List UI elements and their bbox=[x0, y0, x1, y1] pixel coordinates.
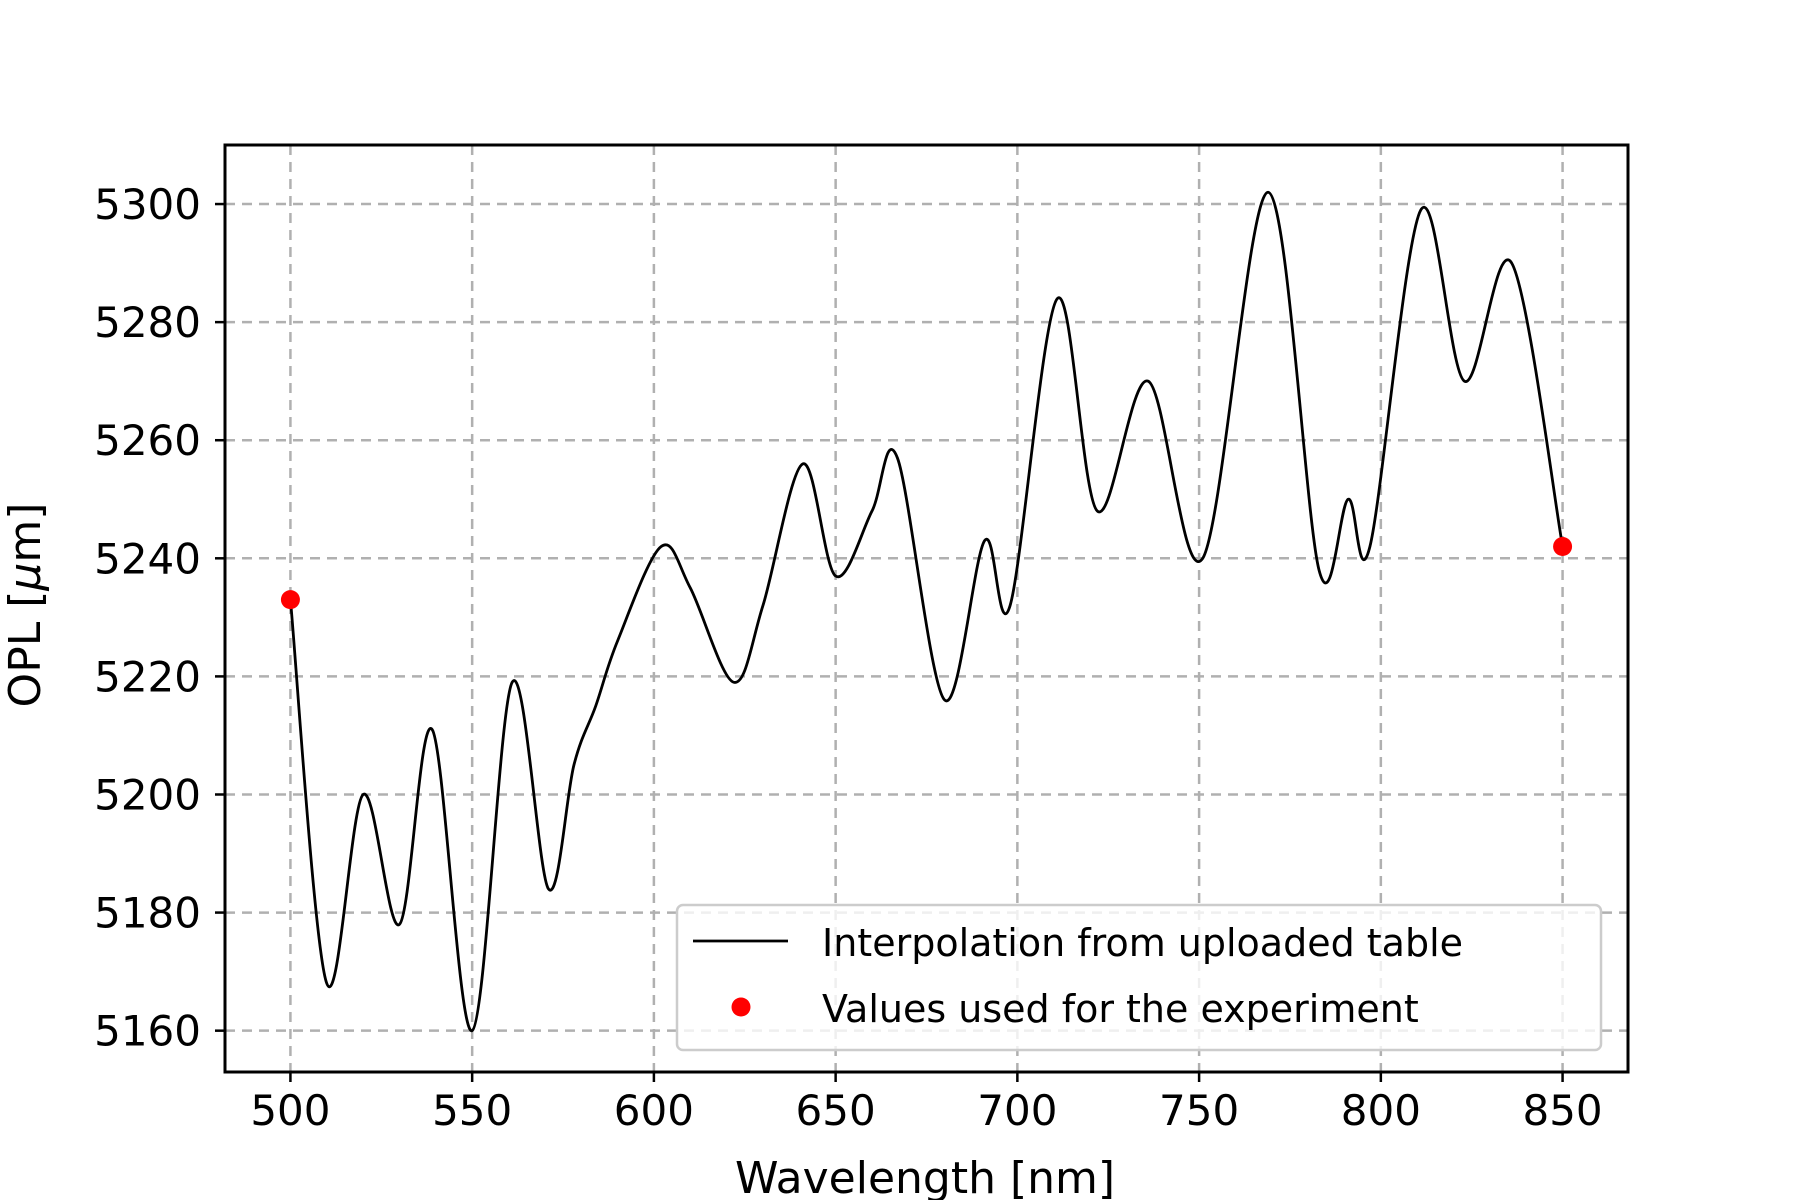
y-tick-label: 5260 bbox=[94, 416, 201, 465]
x-tick-label: 650 bbox=[796, 1086, 876, 1135]
x-tick-label: 550 bbox=[432, 1086, 512, 1135]
x-tick-label: 750 bbox=[1159, 1086, 1239, 1135]
legend-point-swatch bbox=[731, 997, 751, 1017]
legend-label-values: Values used for the experiment bbox=[822, 987, 1419, 1031]
plot-frame bbox=[223, 143, 1630, 1074]
y-tick-label: 5280 bbox=[94, 298, 201, 347]
y-axis-ticks: 5160 5180 5200 5220 5240 5260 5280 5300 bbox=[94, 180, 225, 1056]
y-tick-label: 5300 bbox=[94, 180, 201, 229]
x-tick-label: 800 bbox=[1341, 1086, 1421, 1135]
x-tick-label: 600 bbox=[614, 1086, 694, 1135]
y-tick-label: 5180 bbox=[94, 889, 201, 938]
interpolation-line bbox=[289, 190, 1564, 1033]
y-axis-label-suffix: m] bbox=[0, 503, 51, 563]
x-tick-label: 850 bbox=[1522, 1086, 1602, 1135]
experiment-point bbox=[280, 590, 300, 610]
x-tick-label: 500 bbox=[250, 1086, 330, 1135]
y-axis-label: OPL [μm] bbox=[0, 503, 51, 708]
experiment-points bbox=[280, 537, 1573, 610]
x-axis-label: Wavelength [nm] bbox=[735, 1153, 1115, 1200]
x-axis-ticks: 500 550 600 650 700 750 800 850 bbox=[250, 1072, 1603, 1135]
legend: Interpolation from uploaded table Values… bbox=[675, 903, 1603, 1052]
legend-label-interpolation: Interpolation from uploaded table bbox=[822, 921, 1463, 965]
y-tick-label: 5200 bbox=[94, 770, 201, 819]
legend-box bbox=[675, 903, 1603, 1052]
y-axis-label-prefix: OPL [ bbox=[0, 591, 51, 708]
y-tick-label: 5240 bbox=[94, 534, 201, 583]
x-tick-label: 700 bbox=[977, 1086, 1057, 1135]
experiment-point bbox=[1553, 537, 1573, 557]
y-axis-label-mu: μ bbox=[0, 563, 51, 592]
y-tick-label: 5160 bbox=[94, 1007, 201, 1056]
y-tick-label: 5220 bbox=[94, 652, 201, 701]
